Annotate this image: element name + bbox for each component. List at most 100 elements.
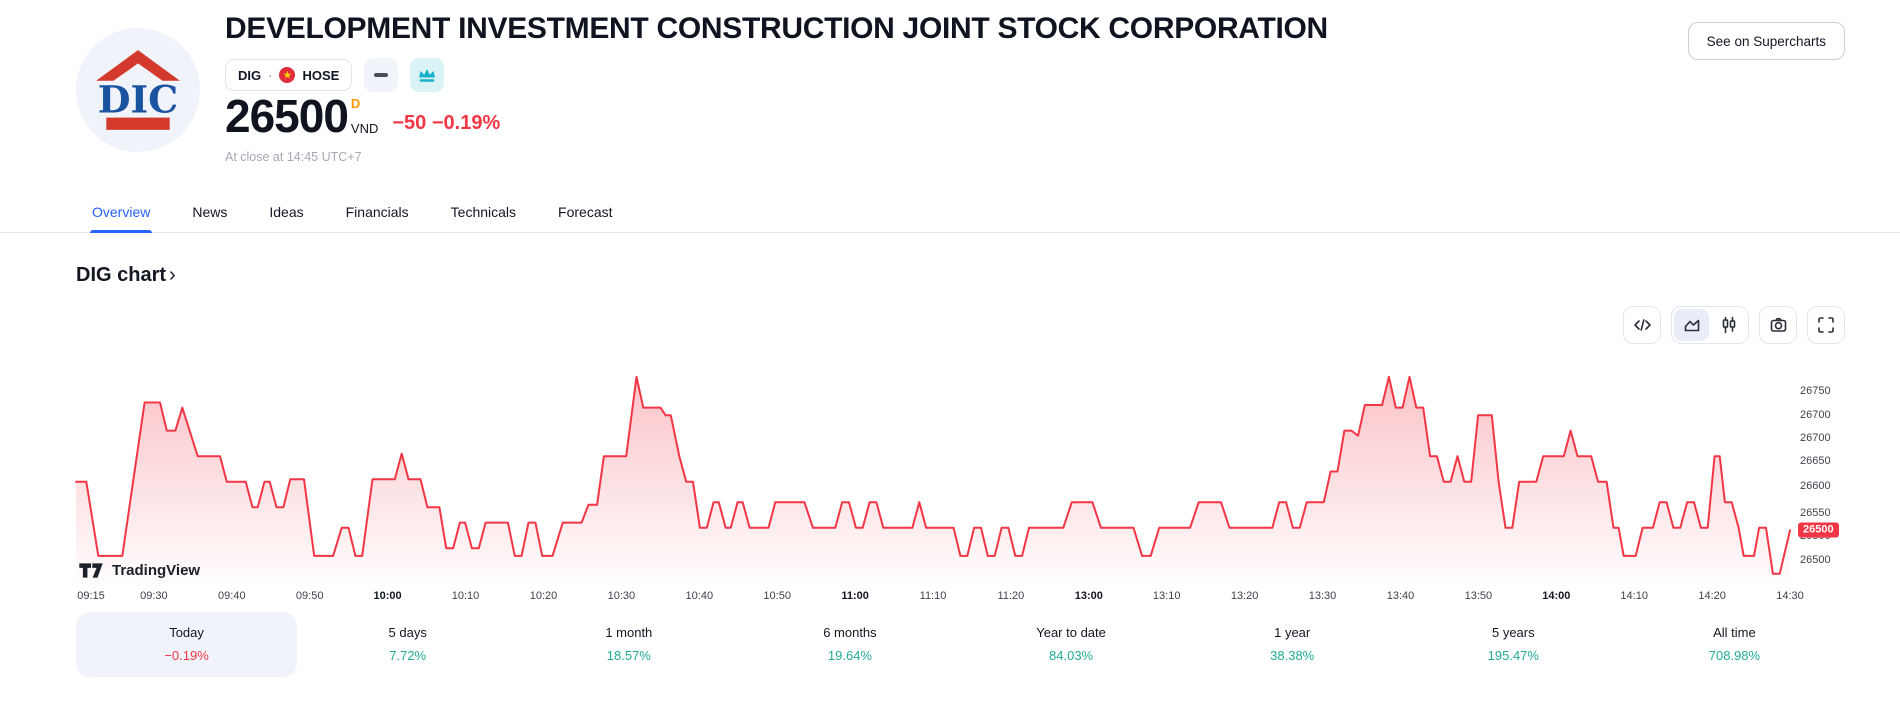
time-tick: 09:30	[140, 590, 168, 602]
period-5-days[interactable]: 5 days 7.72%	[297, 612, 518, 677]
change-percent: −0.19%	[431, 112, 501, 135]
code-icon	[1633, 319, 1651, 331]
market-status: At close at 14:45 UTC+7	[225, 150, 362, 164]
crown-icon	[419, 69, 436, 82]
interval-badge: D	[350, 96, 361, 112]
area-chart-button[interactable]	[1674, 309, 1709, 341]
time-tick: 10:00	[373, 590, 402, 602]
period-change-value: 19.64%	[827, 648, 872, 663]
svg-text:DIC: DIC	[98, 76, 179, 121]
crown-badge[interactable]	[410, 58, 445, 92]
time-tick: 10:20	[529, 590, 558, 602]
period-all-time[interactable]: All time 708.98%	[1624, 612, 1845, 677]
tradingview-attribution-label: TradingView	[112, 562, 201, 579]
time-tick: 10:50	[763, 590, 791, 602]
candles-button[interactable]	[1711, 309, 1746, 341]
price-block: 26500 D VND −50 −0.19%	[225, 90, 500, 142]
tradingview-attribution[interactable]: TradingView	[78, 561, 200, 580]
minus-badge[interactable]	[364, 58, 399, 92]
tab-overview[interactable]: Overview	[90, 200, 153, 233]
period-label: 5 days	[388, 625, 427, 640]
period-change-value: 84.03%	[1049, 648, 1094, 663]
period-6-months[interactable]: 6 months 19.64%	[739, 612, 960, 677]
time-tick: 13:20	[1230, 590, 1259, 602]
tradingview-logo-icon	[79, 563, 103, 578]
minus-icon	[374, 73, 389, 77]
area-chart-plot	[75, 375, 1791, 584]
time-tick: 10:10	[451, 590, 480, 602]
price-tick: 26700	[1800, 409, 1831, 421]
currency-label: VND	[350, 121, 379, 137]
period-label: Today	[169, 625, 204, 640]
time-tick: 13:00	[1074, 590, 1103, 602]
time-tick: 14:20	[1698, 590, 1726, 602]
tab-news[interactable]: News	[192, 204, 228, 220]
vietnam-flag-icon: ★	[279, 67, 296, 83]
last-price: 26500	[225, 90, 349, 142]
price-chart[interactable]: TradingView 09:15 09:30 09:40 09:50 10:00 10:…	[75, 358, 1839, 602]
time-tick: 14:00	[1542, 590, 1571, 602]
tab-forecast[interactable]: Forecast	[558, 204, 613, 220]
embed-code-button[interactable]	[1623, 306, 1661, 344]
chart-heading-label: DIG chart	[76, 264, 167, 286]
price-tick: 26500	[1800, 554, 1831, 566]
chevron-right-icon: ›	[169, 264, 176, 286]
tab-bar: Overview News Ideas Financials Technicals For…	[0, 200, 1900, 233]
period-change-value: 195.47%	[1487, 648, 1539, 663]
symbol-row: DIG · ★ HOSE	[225, 58, 445, 92]
time-axis[interactable]: 09:15 09:30 09:40 09:50 10:00 10:10 10:20 10:30…	[76, 586, 1804, 608]
time-tick: 13:10	[1152, 590, 1181, 602]
period-today[interactable]: Today −0.19%	[76, 612, 298, 677]
last-price-badge: 26500	[1798, 522, 1839, 538]
company-logo[interactable]: DIC	[76, 28, 200, 152]
snapshot-button[interactable]	[1759, 306, 1797, 344]
period-1-month[interactable]: 1 month 18.57%	[518, 612, 739, 677]
period-year-to-date[interactable]: Year to date 84.03%	[961, 612, 1182, 677]
change-absolute: −50	[392, 112, 427, 135]
area-chart-icon	[1684, 319, 1699, 332]
price-axis[interactable]: 26750 26700 26700 26650 26600 26550 26500 26500…	[1798, 358, 1876, 584]
period-change-value: −0.19%	[164, 648, 209, 663]
camera-icon	[1770, 318, 1786, 332]
period-change-value: 7.72%	[389, 648, 427, 663]
time-tick: 10:40	[685, 590, 714, 602]
time-tick: 13:30	[1308, 590, 1337, 602]
price-tick: 26750	[1800, 385, 1831, 397]
chart-toolbar	[1623, 306, 1845, 344]
page-title: DEVELOPMENT INVESTMENT CONSTRUCTION JOIN…	[225, 12, 1328, 45]
period-label: 5 years	[1491, 625, 1535, 640]
chart-style-switcher	[1671, 306, 1749, 344]
time-tick: 14:30	[1776, 590, 1804, 602]
tab-ideas[interactable]: Ideas	[269, 204, 304, 220]
price-tick: 26650	[1800, 455, 1831, 467]
period-5-years[interactable]: 5 years 195.47%	[1403, 612, 1624, 677]
period-selector: Today −0.19% 5 days 7.72% 1 month 18.57% 6 mon…	[76, 612, 1845, 677]
symbol-badge[interactable]: DIG · ★ HOSE	[225, 59, 353, 91]
period-change-value: 708.98%	[1708, 648, 1761, 663]
price-change: −50 −0.19%	[392, 112, 500, 136]
time-tick: 11:00	[841, 590, 869, 602]
fullscreen-icon	[1818, 317, 1834, 333]
dic-logo-icon: DIC	[96, 50, 180, 130]
time-tick: 11:10	[919, 590, 947, 602]
period-label: All time	[1713, 625, 1756, 640]
candles-icon	[1722, 316, 1735, 334]
period-change-value: 38.38%	[1270, 648, 1315, 663]
time-tick: 13:40	[1386, 590, 1415, 602]
exchange-name: HOSE	[302, 67, 340, 83]
time-tick: 11:20	[997, 590, 1025, 602]
price-tick: 26700	[1800, 432, 1831, 444]
fullscreen-button[interactable]	[1807, 306, 1845, 344]
period-label: 1 month	[605, 625, 653, 640]
see-on-supercharts-button[interactable]: See on Supercharts	[1687, 22, 1845, 60]
separator: ·	[268, 67, 273, 83]
tab-financials[interactable]: Financials	[345, 204, 409, 220]
period-1-year[interactable]: 1 year 38.38%	[1182, 612, 1403, 677]
tab-technicals[interactable]: Technicals	[450, 204, 517, 220]
time-tick: 09:50	[295, 590, 324, 602]
chart-heading[interactable]: DIG chart ›	[76, 264, 176, 287]
symbol-ticker: DIG	[238, 67, 262, 83]
period-label: 6 months	[823, 625, 877, 640]
price-tick: 26600	[1800, 480, 1831, 492]
